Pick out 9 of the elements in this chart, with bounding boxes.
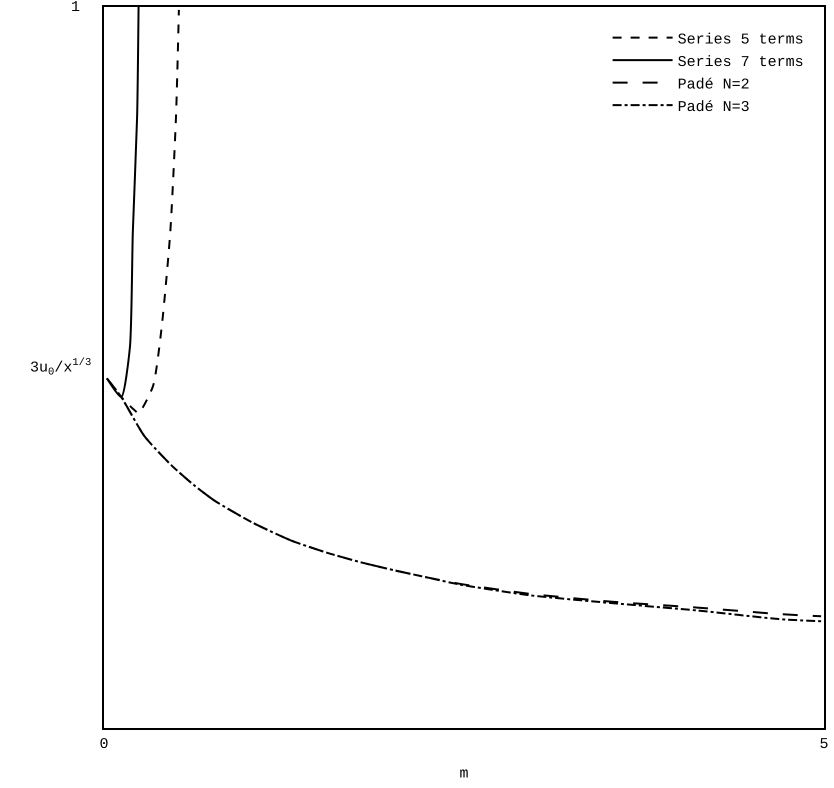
legend-label: Series 5 terms: [678, 32, 804, 49]
x-axis-title: m: [459, 766, 469, 782]
legend-label: Padé N=2: [678, 76, 750, 94]
x-tick-label: 5: [819, 736, 829, 753]
text: 1: [71, 0, 80, 16]
legend-label: Series 7 terms: [678, 54, 804, 72]
legend-label: Padé N=3: [678, 99, 750, 116]
x-tick-label: 0: [99, 736, 109, 753]
y-axis-title: 3u$_{0}$/x$^{1/3}$: [30, 357, 92, 378]
